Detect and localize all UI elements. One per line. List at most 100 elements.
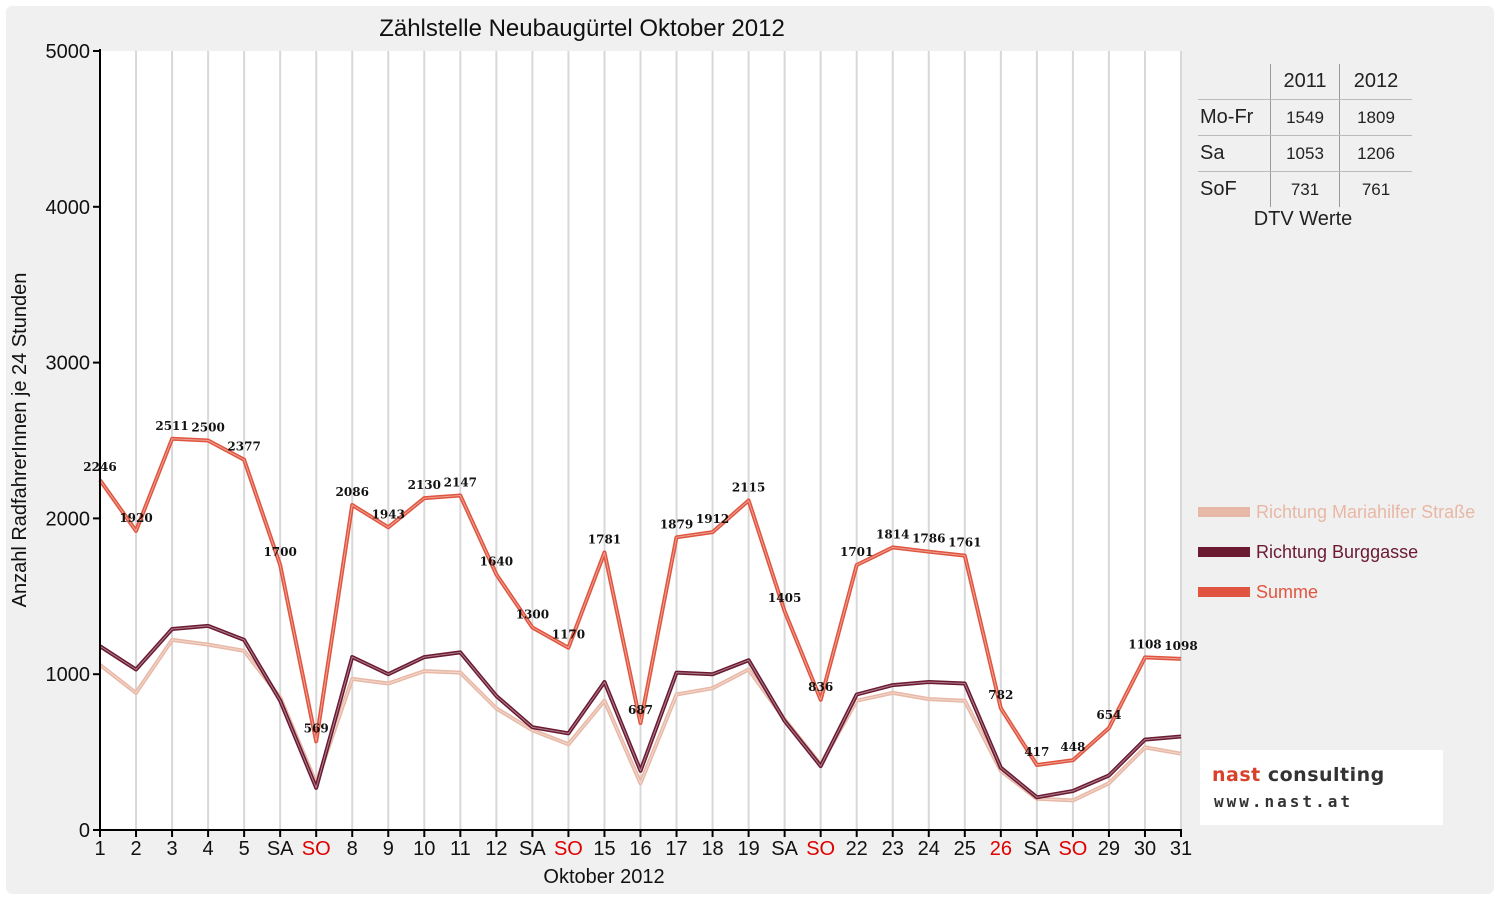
data-label: 1920 — [119, 511, 152, 525]
data-label: 2147 — [444, 475, 477, 489]
data-label: 448 — [1060, 740, 1085, 754]
x-tick-label: 9 — [383, 838, 394, 860]
data-label: 1640 — [480, 554, 513, 568]
data-label: 2377 — [227, 440, 260, 454]
x-tick-label: 22 — [846, 838, 868, 860]
x-axis-title: Oktober 2012 — [543, 866, 664, 888]
x-tick-label: 5 — [239, 838, 250, 860]
data-label: 1700 — [263, 545, 296, 559]
dtv-cell: 761 — [1339, 171, 1412, 207]
dtv-row-label: Sa — [1198, 135, 1271, 172]
chart-legend: Richtung Mariahilfer Straße Richtung Bur… — [1198, 492, 1475, 612]
dtv-col-header-2012: 2012 — [1339, 64, 1412, 100]
x-tick-label: 17 — [665, 838, 687, 860]
x-tick-label: 15 — [593, 838, 615, 860]
data-label: 1943 — [372, 507, 405, 521]
dtv-row-label: Mo-Fr — [1198, 99, 1271, 136]
logo-name-part2: consulting — [1260, 764, 1385, 786]
x-tick-label: 31 — [1170, 838, 1192, 860]
data-label: 2246 — [83, 460, 116, 474]
dtv-col-header-2011: 2011 — [1270, 64, 1340, 100]
y-tick-label: 0 — [79, 820, 90, 842]
dtv-cell: 1549 — [1270, 99, 1340, 136]
data-label: 836 — [808, 680, 833, 694]
series-lines — [98, 436, 1182, 803]
series-2 — [98, 436, 1182, 767]
y-tick-label: 2000 — [46, 508, 91, 530]
data-label: 2511 — [155, 419, 188, 433]
dtv-cell: 1206 — [1339, 135, 1412, 172]
data-label: 417 — [1024, 745, 1049, 759]
y-axis-title: Anzahl RadfahrerInnen je 24 Stunden — [9, 273, 31, 608]
x-tick-label: 3 — [167, 838, 178, 860]
x-tick-label: 29 — [1098, 838, 1120, 860]
data-label: 1098 — [1164, 639, 1197, 653]
logo-name-part1: nast — [1212, 764, 1261, 786]
x-tick-label: 1 — [94, 838, 105, 860]
data-label: 1814 — [876, 527, 909, 541]
dtv-row-label: SoF — [1200, 178, 1237, 200]
dtv-row-mofr: Mo-Fr 1549 1809 — [1198, 99, 1412, 136]
data-label: 1912 — [696, 512, 729, 526]
chart-title: Zählstelle Neubaugürtel Oktober 2012 — [379, 15, 785, 42]
x-tick-label: 11 — [450, 838, 471, 860]
series-line-highlight — [99, 625, 1182, 798]
data-label: 2086 — [336, 485, 369, 499]
y-tick-label: 3000 — [46, 353, 91, 375]
series-line — [98, 623, 1182, 800]
legend-swatch — [1198, 507, 1250, 517]
logo-name: nast consulting — [1212, 764, 1385, 786]
x-tick-label: SA — [1024, 838, 1051, 860]
data-label: 1405 — [768, 591, 801, 605]
data-label: 1786 — [912, 532, 945, 546]
company-logo: nast consulting www.nast.at — [1200, 750, 1443, 825]
data-label: 1761 — [948, 536, 981, 550]
series-line — [98, 436, 1182, 767]
series-line-highlight — [99, 438, 1182, 766]
dtv-caption: DTV Werte — [1253, 208, 1353, 230]
x-tick-label: 2 — [130, 838, 141, 860]
data-label: 654 — [1096, 708, 1121, 722]
x-tick-label: 30 — [1134, 838, 1156, 860]
dtv-cell: 731 — [1270, 171, 1340, 207]
data-label: 2130 — [408, 478, 441, 492]
legend-item-mariahilfer: Richtung Mariahilfer Straße — [1198, 492, 1475, 532]
legend-item-summe: Summe — [1198, 572, 1475, 612]
data-label: 1170 — [552, 628, 585, 642]
x-tick-label: 16 — [629, 838, 651, 860]
x-tick-label: 24 — [918, 838, 940, 860]
y-tick-label: 4000 — [46, 197, 91, 219]
data-label: 782 — [988, 688, 1013, 702]
dtv-header-row: 2011 2012 — [1198, 64, 1412, 100]
data-label: 1108 — [1128, 637, 1161, 651]
x-tick-label: SA — [771, 838, 798, 860]
dtv-row-sa: Sa 1053 1206 — [1198, 135, 1412, 172]
x-tick-label: SO — [1058, 838, 1087, 860]
x-tick-label: 18 — [701, 838, 723, 860]
x-tick-label: 10 — [413, 838, 435, 860]
x-tick-label: SA — [519, 838, 546, 860]
x-tick-label: 4 — [203, 838, 214, 860]
legend-swatch — [1198, 587, 1250, 597]
legend-swatch — [1198, 547, 1250, 557]
dtv-table: 2011 2012 Mo-Fr 1549 1809 Sa 1053 1206 S… — [1198, 64, 1412, 207]
data-label: 1879 — [660, 517, 693, 531]
data-label: 687 — [628, 703, 653, 717]
data-label: 1300 — [516, 607, 549, 621]
dtv-corner — [1198, 64, 1271, 100]
x-tick-label: 25 — [954, 838, 976, 860]
legend-label: Summe — [1256, 581, 1319, 602]
x-tick-label: 12 — [485, 838, 507, 860]
legend-label: Richtung Burggasse — [1256, 541, 1419, 562]
data-label: 1781 — [588, 533, 621, 547]
x-tick-label: SO — [554, 838, 583, 860]
x-tick-label: 8 — [347, 838, 358, 860]
data-label: 2500 — [191, 421, 224, 435]
dtv-row-sof: SoF 731 761 — [1198, 171, 1412, 207]
dtv-cell: 1053 — [1270, 135, 1340, 172]
data-label: 1701 — [840, 545, 873, 559]
y-tick-label: 1000 — [46, 664, 91, 686]
